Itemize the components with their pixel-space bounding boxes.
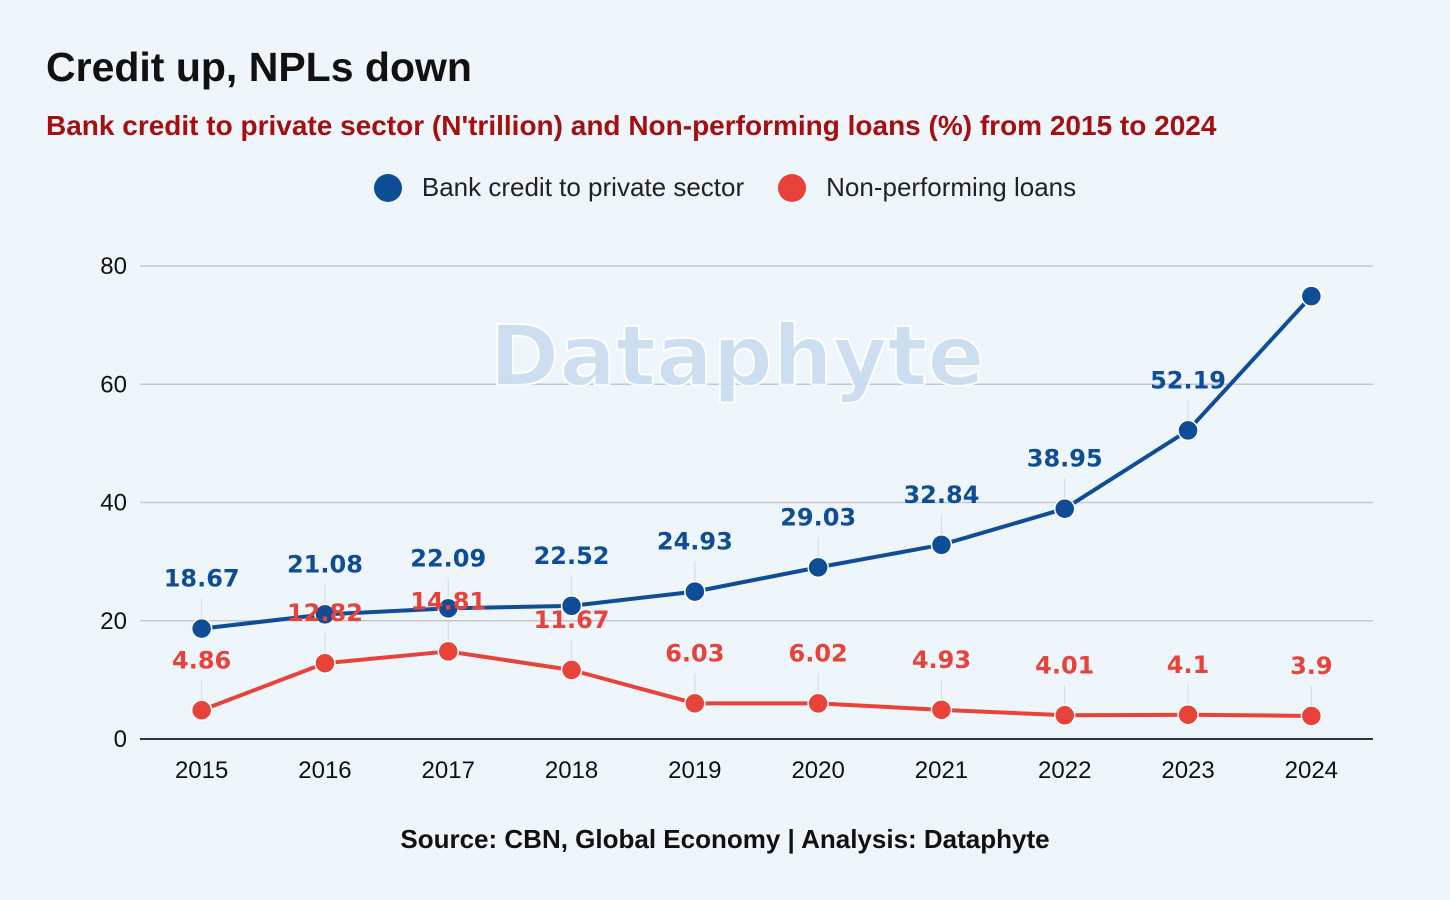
data-point bbox=[1177, 419, 1199, 442]
data-labels: 18.67 21.08 22.09 22.52 24.93 29.03 32.84 38.95… bbox=[164, 366, 1333, 680]
x-axis: 2015 2016 2017 2018 2019 2020 2021 2022 2023 2024 bbox=[140, 738, 1373, 784]
data-label: 24.93 bbox=[657, 528, 733, 556]
y-tick-label: 0 bbox=[114, 726, 127, 753]
data-point bbox=[1054, 497, 1076, 520]
series-line-0 bbox=[201, 294, 1313, 631]
x-tick-label: 2019 bbox=[668, 757, 721, 784]
label-guides bbox=[201, 400, 1312, 706]
data-point bbox=[684, 580, 706, 603]
series-lines bbox=[200, 294, 1313, 718]
x-tick-label: 2020 bbox=[791, 757, 844, 784]
data-label: 11.67 bbox=[534, 606, 610, 634]
data-label: 4.1 bbox=[1167, 651, 1210, 679]
data-point bbox=[437, 640, 459, 663]
watermark: Dataphyte bbox=[489, 307, 984, 405]
gridlines bbox=[140, 265, 1373, 622]
data-point bbox=[930, 699, 953, 721]
legend-marker-npl bbox=[778, 173, 807, 202]
data-point bbox=[314, 652, 336, 674]
data-label: 38.95 bbox=[1027, 445, 1103, 473]
legend-item-credit[interactable]: Bank credit to private sector bbox=[373, 172, 745, 203]
data-point bbox=[1054, 704, 1076, 727]
data-label: 14.81 bbox=[410, 587, 486, 615]
source-note: Source: CBN, Global Economy | Analysis: … bbox=[400, 824, 1050, 854]
data-point bbox=[930, 534, 953, 556]
data-label: 29.03 bbox=[780, 503, 856, 531]
x-tick-label: 2023 bbox=[1161, 757, 1214, 784]
y-tick-label: 80 bbox=[100, 253, 127, 280]
legend-marker-credit bbox=[373, 173, 402, 202]
legend-item-npl[interactable]: Non-performing loans bbox=[778, 172, 1076, 203]
data-point bbox=[807, 556, 829, 579]
x-tick-label: 2021 bbox=[915, 757, 968, 784]
legend-label-credit: Bank credit to private sector bbox=[421, 172, 745, 202]
chart-title: Credit up, NPLs down bbox=[46, 44, 472, 90]
data-label: 18.67 bbox=[164, 565, 240, 593]
series-points bbox=[190, 285, 1323, 727]
y-tick-label: 40 bbox=[100, 490, 127, 517]
data-point bbox=[684, 692, 706, 715]
y-tick-label: 20 bbox=[100, 608, 127, 635]
data-label: 6.03 bbox=[665, 639, 724, 667]
data-label: 4.01 bbox=[1035, 651, 1094, 679]
data-label: 32.84 bbox=[903, 481, 979, 509]
data-point bbox=[314, 603, 336, 626]
legend-label-npl: Non-performing loans bbox=[826, 172, 1077, 202]
data-label: 21.08 bbox=[287, 550, 363, 578]
chart-subtitle: Bank credit to private sector (N'trillio… bbox=[46, 110, 1217, 141]
x-tick-label: 2022 bbox=[1038, 757, 1091, 784]
x-tick-label: 2016 bbox=[298, 757, 351, 784]
data-point bbox=[437, 597, 459, 620]
x-tick-label: 2018 bbox=[545, 757, 598, 784]
data-point bbox=[560, 595, 583, 617]
data-point bbox=[560, 659, 583, 681]
data-label: 4.93 bbox=[912, 646, 971, 674]
data-point bbox=[1300, 705, 1323, 727]
data-label: 6.02 bbox=[789, 639, 848, 667]
y-axis: 0 20 40 60 80 bbox=[100, 253, 127, 753]
data-label: 4.86 bbox=[172, 646, 231, 674]
data-label: 52.19 bbox=[1150, 366, 1226, 394]
data-point bbox=[1300, 285, 1323, 307]
data-point bbox=[807, 692, 829, 715]
data-point bbox=[190, 699, 213, 722]
x-tick-label: 2015 bbox=[175, 757, 228, 784]
data-label: 3.9 bbox=[1290, 652, 1333, 680]
data-label: 22.52 bbox=[534, 542, 610, 570]
legend: Bank credit to private sector Non-perfor… bbox=[0, 172, 1450, 203]
x-tick-label: 2024 bbox=[1285, 757, 1338, 784]
data-label: 22.09 bbox=[410, 544, 486, 572]
y-tick-label: 60 bbox=[100, 371, 127, 398]
data-label: 12.82 bbox=[287, 599, 363, 627]
data-point bbox=[1177, 704, 1199, 726]
x-tick-label: 2017 bbox=[422, 757, 475, 784]
data-point bbox=[190, 617, 213, 640]
series-line-1 bbox=[200, 649, 1312, 718]
